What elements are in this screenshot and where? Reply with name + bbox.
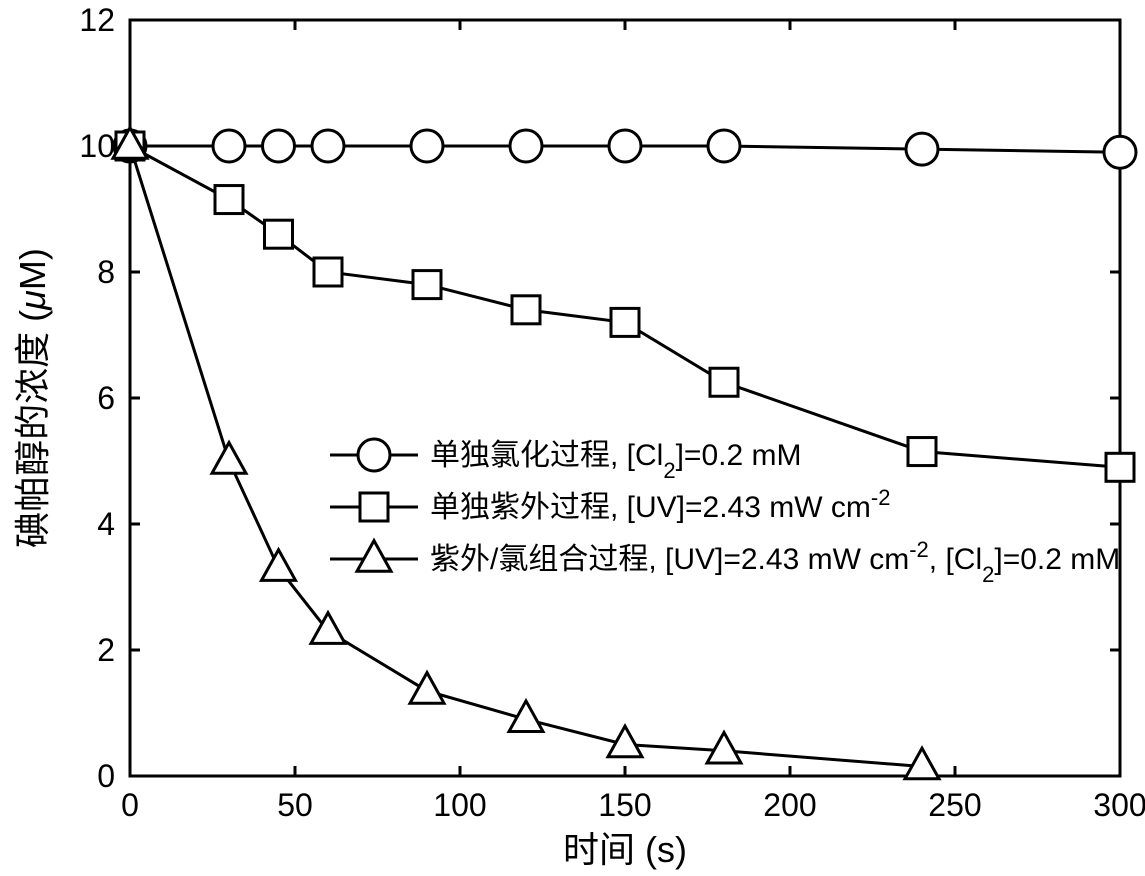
marker-square	[215, 186, 243, 214]
marker-square	[360, 493, 388, 521]
marker-square	[710, 368, 738, 396]
chart-svg: 0 50 100 150 200 250 300 0 2 4 6 8 10 12 时间 (s) 碘帕醇的浓度 …	[0, 0, 1145, 876]
marker-circle	[213, 130, 245, 162]
marker-circle	[312, 130, 344, 162]
series-markers-uv	[116, 132, 1134, 481]
marker-square	[413, 271, 441, 299]
legend-label-uv_cl: 紫外/氯组合过程, [UV]=2.43 mW cm-2, [Cl2]=0.2 m…	[430, 537, 1120, 587]
marker-circle	[609, 130, 641, 162]
x-tick-label: 150	[598, 787, 651, 823]
marker-square	[611, 308, 639, 336]
x-tick-label: 300	[1093, 787, 1145, 823]
marker-triangle	[212, 443, 246, 474]
x-tick-label: 0	[121, 787, 139, 823]
legend-label-uv: 单独紫外过程, [UV]=2.43 mW cm-2	[430, 485, 890, 525]
series-line-uv	[130, 146, 1120, 467]
y-tick-label: 12	[79, 2, 115, 38]
y-axis-title: 碘帕醇的浓度 (μM)	[12, 248, 53, 548]
marker-square	[512, 296, 540, 324]
chart-container: 0 50 100 150 200 250 300 0 2 4 6 8 10 12 时间 (s) 碘帕醇的浓度 …	[0, 0, 1145, 876]
y-tick-label: 4	[97, 506, 115, 542]
marker-triangle	[262, 550, 296, 581]
marker-circle	[263, 130, 295, 162]
marker-triangle	[410, 673, 444, 704]
marker-triangle	[357, 541, 391, 572]
marker-circle	[358, 439, 390, 471]
marker-square	[265, 220, 293, 248]
y-tick-label: 2	[97, 632, 115, 668]
marker-circle	[708, 130, 740, 162]
marker-triangle	[707, 732, 741, 763]
x-axis-title: 时间 (s)	[563, 829, 687, 870]
marker-triangle	[905, 748, 939, 779]
y-tick-label: 10	[79, 128, 115, 164]
y-tick-label: 6	[97, 380, 115, 416]
x-tick-label: 250	[928, 787, 981, 823]
x-tick-label: 50	[277, 787, 313, 823]
marker-square	[908, 438, 936, 466]
y-tick-label: 8	[97, 254, 115, 290]
x-tick-label: 100	[433, 787, 486, 823]
marker-square	[1106, 453, 1134, 481]
marker-circle	[411, 130, 443, 162]
marker-circle	[906, 133, 938, 165]
marker-circle	[510, 130, 542, 162]
marker-circle	[1104, 136, 1136, 168]
x-tick-label: 200	[763, 787, 816, 823]
y-tick-label: 0	[97, 758, 115, 794]
marker-square	[314, 258, 342, 286]
legend-label-chlorine: 单独氯化过程, [Cl2]=0.2 mM	[430, 439, 801, 483]
